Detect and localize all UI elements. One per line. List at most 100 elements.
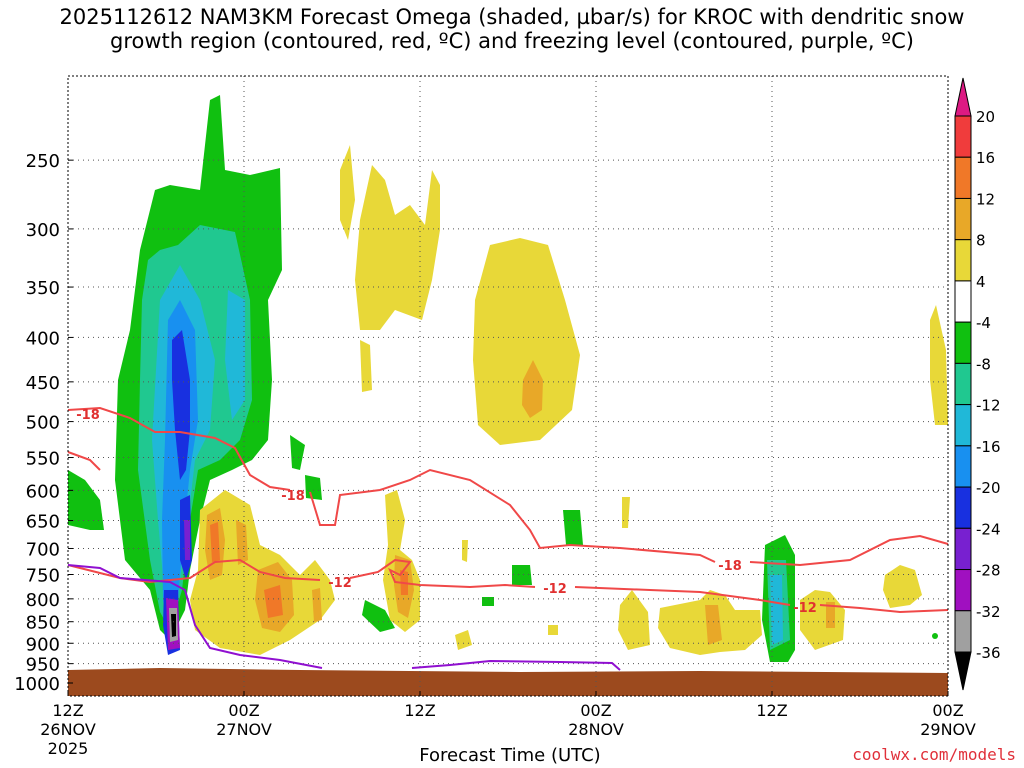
colorbar-label: -8 <box>976 355 991 373</box>
colorbar-swatch <box>954 197 972 241</box>
y-tick-label: 400 <box>26 328 60 349</box>
omega-region-green <box>68 470 104 530</box>
omega-region-cyan <box>770 575 783 645</box>
chart-title-line1: 2025112612 NAM3KM Forecast Omega (shaded… <box>59 5 965 29</box>
y-tick-label: 950 <box>26 655 60 676</box>
x-tick-label: 29NOV <box>920 720 976 739</box>
colorbar-label: 12 <box>976 190 995 208</box>
plot-border <box>67 75 949 697</box>
y-tick-label: 1000 <box>14 674 60 695</box>
contour-labels: -18 -18 -12 -12 -18 -12 <box>76 408 817 616</box>
y-tick-label: 450 <box>26 373 60 394</box>
colorbar-swatch <box>954 445 972 488</box>
omega-region-orange <box>705 605 722 645</box>
colorbar-swatch <box>954 362 972 406</box>
contour-line-freezing <box>67 564 323 669</box>
y-axis: 2503003504004505005506006507007508008509… <box>14 151 73 695</box>
y-tick-label: 650 <box>26 512 60 533</box>
omega-region-darkorange <box>264 585 283 618</box>
chart-title-line2: growth region (contoured, red, ºC) and f… <box>110 29 914 53</box>
omega-region-yellow <box>355 165 440 330</box>
omega-region-orange <box>236 520 248 565</box>
colorbar-swatch <box>954 156 972 199</box>
x-tick-label: 00Z <box>580 701 611 720</box>
colorbar-label: 16 <box>976 149 995 167</box>
colorbar-label: -16 <box>976 438 1001 456</box>
omega-region-darkblue <box>172 330 190 480</box>
freezing-level-contours <box>67 564 621 671</box>
contour-line-freezing <box>411 659 621 671</box>
contour-label: -18 <box>281 489 305 504</box>
omega-region-yellow <box>548 625 558 635</box>
omega-region-green <box>512 565 532 585</box>
omega-region-yellow <box>618 590 650 650</box>
surface-terrain <box>68 668 948 696</box>
omega-region-green <box>362 600 395 632</box>
omega-region-green <box>305 475 322 500</box>
x-tick-label: 2025 <box>48 739 89 758</box>
colorbar-label: -28 <box>976 562 1001 580</box>
omega-region-yellow <box>455 630 472 650</box>
omega-region-yellow <box>930 305 948 425</box>
omega-region-green-dot <box>932 633 938 639</box>
x-axis-title: Forecast Time (UTC) <box>419 745 601 766</box>
omega-region-cyan <box>225 290 245 420</box>
colorbar: 20 16 12 8 4 -4 -8 -12 -16 -20 -24 -28 -32 -36 <box>954 77 1001 691</box>
omega-region-orange <box>522 360 543 418</box>
x-tick-label: 12Z <box>52 701 83 720</box>
y-tick-label: 550 <box>26 449 60 470</box>
colorbar-swatch <box>954 280 972 323</box>
colorbar-label: 4 <box>976 273 986 291</box>
colorbar-label: 8 <box>976 232 986 250</box>
colorbar-label: -24 <box>976 520 1001 538</box>
x-tick-label: 00Z <box>228 701 259 720</box>
omega-shading <box>68 95 948 662</box>
colorbar-swatch <box>954 239 972 282</box>
contour-line-m18 <box>67 406 291 491</box>
x-tick-label: 12Z <box>404 701 435 720</box>
x-tick-label: 26NOV <box>40 720 96 739</box>
x-tick-label: 00Z <box>932 701 963 720</box>
y-tick-label: 900 <box>26 634 60 655</box>
contour-label: -18 <box>718 559 742 574</box>
site-credit: coolwx.com/models <box>852 745 1016 764</box>
contour-label: -18 <box>76 408 100 423</box>
colorbar-label: 20 <box>976 108 995 126</box>
colorbar-label: -36 <box>976 644 1001 662</box>
y-tick-label: 500 <box>26 413 60 434</box>
omega-region-yellow <box>360 340 372 392</box>
colorbar-label: -32 <box>976 603 1001 621</box>
colorbar-swatch <box>954 527 972 571</box>
contour-line-m12 <box>349 558 536 589</box>
x-tick-label: 27NOV <box>216 720 272 739</box>
grid-lines <box>68 76 948 696</box>
contour-line-m12 <box>574 586 791 606</box>
y-tick-label: 300 <box>26 220 60 241</box>
colorbar-swatch <box>954 486 972 529</box>
y-tick-label: 850 <box>26 613 60 634</box>
omega-region-darkorange <box>210 522 220 562</box>
colorbar-label: -12 <box>976 397 1001 415</box>
omega-region-yellow <box>473 238 580 445</box>
colorbar-swatch <box>954 651 972 691</box>
omega-region-black <box>171 614 176 637</box>
x-tick-label: 12Z <box>756 701 787 720</box>
x-tick-label: 28NOV <box>568 720 624 739</box>
omega-region-green <box>563 510 583 545</box>
contour-line-m18 <box>309 468 716 563</box>
omega-region-yellow <box>883 565 922 608</box>
contour-label: -12 <box>328 576 352 591</box>
y-tick-label: 700 <box>26 539 60 560</box>
colorbar-swatch <box>954 404 972 447</box>
colorbar-label: -4 <box>976 314 991 332</box>
contour-line-m12 <box>819 604 949 614</box>
omega-region-green <box>482 597 494 606</box>
colorbar-swatch <box>954 321 972 364</box>
colorbar-swatch <box>954 569 972 612</box>
y-tick-label: 800 <box>26 590 60 611</box>
colorbar-swatch <box>954 115 972 158</box>
contour-line-m18 <box>749 534 949 567</box>
y-tick-label: 600 <box>26 481 60 502</box>
